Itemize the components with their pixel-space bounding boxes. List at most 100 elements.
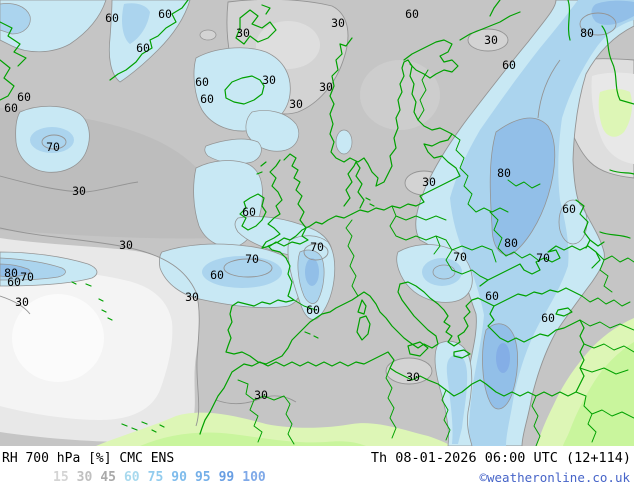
- fill-region-humid: [0, 263, 31, 278]
- legend-value: 95: [194, 470, 211, 485]
- legend-value: 90: [171, 470, 187, 485]
- contour-lines: [0, 59, 561, 427]
- contour-line: [537, 59, 561, 119]
- coastline-iceland: [224, 75, 265, 105]
- contour-label: 70: [20, 270, 34, 284]
- contour-line-30: [215, 395, 297, 405]
- coastline-caspian: [575, 199, 605, 249]
- copyright-link[interactable]: ©weatheronline.co.uk: [479, 470, 630, 485]
- legend-value: 75: [147, 470, 164, 485]
- contour-label: 60: [405, 7, 419, 21]
- contour-label: 30: [185, 290, 199, 304]
- contour-line-30: [0, 175, 139, 193]
- country-borders-europe: [293, 205, 497, 311]
- coastline-azores: [71, 281, 113, 321]
- coastline-svalbard: [235, 4, 277, 45]
- contour-label: 30: [319, 80, 333, 94]
- contour-label: 30: [422, 175, 436, 189]
- contour-label: 70: [453, 250, 467, 264]
- contour-ring: [303, 243, 329, 261]
- legend-scale: 15 30 45 60 75 90 95 99 100: [53, 470, 266, 485]
- contour-ring: [223, 258, 273, 278]
- contour-line-30: [0, 227, 200, 427]
- legend-value: 60: [123, 470, 140, 485]
- contour-label: 60: [17, 90, 31, 104]
- contour-label: 70: [310, 240, 324, 254]
- contour-label: 60: [195, 75, 209, 89]
- coastline-sardinia: [356, 315, 371, 341]
- legend-value: 15: [53, 470, 69, 485]
- coastline-ireland: [239, 193, 267, 231]
- coastline-barents: [459, 0, 521, 41]
- legend-value: 30: [76, 470, 93, 485]
- coastline-scandinavia: [329, 37, 461, 215]
- contour-label: 30: [331, 16, 345, 30]
- contour-ring: [432, 264, 456, 280]
- contour-label: 60: [306, 303, 320, 317]
- coastline-crete: [453, 349, 471, 359]
- fill-region-humid: [202, 256, 282, 288]
- coastline-canaries: [121, 421, 165, 433]
- contour-label: 30: [236, 26, 250, 40]
- fill-region-humid: [204, 138, 262, 164]
- fill-region: [467, 28, 509, 52]
- fill-region-humid: [122, 3, 150, 44]
- contour-label: 30: [406, 370, 420, 384]
- fill-region: [385, 357, 433, 385]
- caption-bar: RH 700 hPa [%] CMC ENS Th 08-01-2026 06:…: [0, 446, 634, 490]
- coastline-greenland: [109, 0, 189, 81]
- fill-region-dry: [140, 432, 366, 446]
- fill-region-humid: [489, 117, 556, 256]
- rh-fill-regions: [0, 0, 634, 446]
- contour-label: 30: [15, 295, 29, 309]
- fill-region-humid: [305, 258, 319, 286]
- contour-label: 60: [7, 275, 21, 289]
- fill-region-dry: [563, 342, 634, 446]
- coastline-cyprus: [555, 307, 573, 317]
- coastline-corsica: [357, 299, 367, 315]
- fill-region-humid: [591, 0, 634, 25]
- contour-label: 60: [200, 92, 214, 106]
- contour-label: 70: [245, 252, 259, 266]
- contour-label: 30: [72, 184, 86, 198]
- contour-label: 60: [136, 41, 150, 55]
- contour-ring: [579, 12, 617, 36]
- legend-value: 100: [242, 470, 266, 485]
- country-borders-africa: [237, 367, 541, 446]
- coastline-sicily: [407, 341, 429, 357]
- contour-label: 80: [497, 166, 511, 180]
- fill-region-humid: [446, 354, 468, 444]
- contour-label: 60: [562, 202, 576, 216]
- valid-datetime: Th 08-01-2026 06:00 UTC (12+114): [370, 450, 631, 466]
- contour-label: 30: [254, 388, 268, 402]
- contour-line-30: [0, 295, 31, 315]
- fill-region-humid: [422, 258, 462, 286]
- coastline-blacksea: [479, 245, 601, 287]
- contour-label: 60: [158, 7, 172, 21]
- country-borders-mideast: [575, 251, 634, 443]
- river-lines: [567, 0, 634, 239]
- coastline-denmark: [343, 161, 375, 209]
- coastline-balearics: [304, 331, 319, 339]
- country-borders-east: [417, 69, 541, 261]
- contour-label: 60: [485, 289, 499, 303]
- contour-ring: [558, 199, 588, 245]
- rh-map: 60 60 30 60 30 60 30 60 30 60 60 70 30 30 60 30 80 60 30 80…: [0, 0, 634, 446]
- coastline-uk: [256, 153, 309, 249]
- contour-label: 60: [210, 268, 224, 282]
- contour-label: 60: [4, 101, 18, 115]
- fill-region-humid: [335, 129, 353, 155]
- contour-label: 30: [119, 238, 133, 252]
- contour-label: 80: [580, 26, 594, 40]
- coastline-greenland: [0, 21, 27, 101]
- fill-region: [199, 29, 217, 41]
- fill-region-humid: [245, 110, 300, 152]
- contour-ring: [41, 134, 67, 150]
- contour-label: 60: [105, 11, 119, 25]
- legend-value: 99: [218, 470, 235, 485]
- contour-label: 30: [484, 33, 498, 47]
- contour-label: 70: [46, 140, 60, 154]
